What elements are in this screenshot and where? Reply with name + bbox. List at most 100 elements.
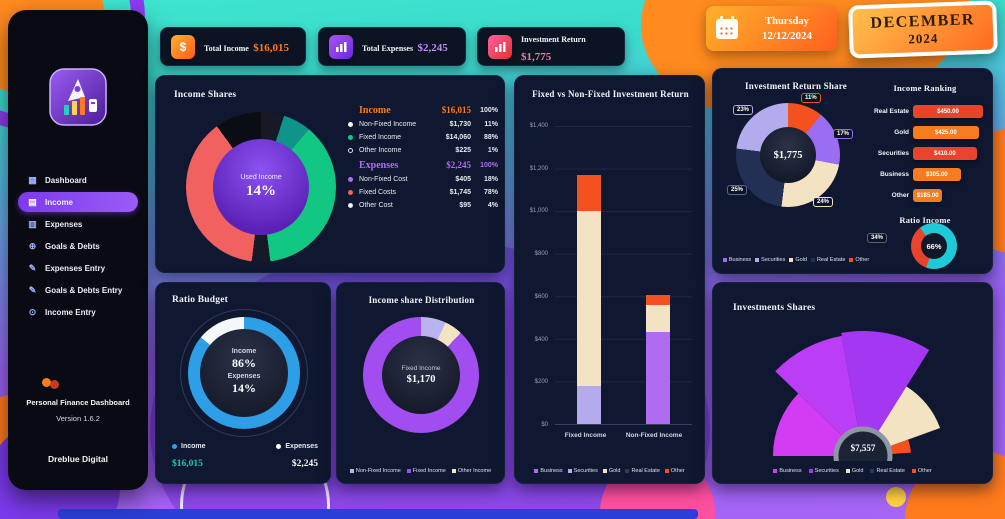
legend-row: Other Cost $95 4% <box>348 199 498 212</box>
sidebar-item-goals-debts-entry[interactable]: ✎ Goals & Debts Entry <box>18 280 138 300</box>
ring-decoration <box>180 309 308 437</box>
donut-center: Fixed Income $1,170 <box>382 336 460 414</box>
sidebar-item-label: Income Entry <box>45 307 96 317</box>
sidebar: ▦ Dashboard ▤ Income ▥ Expenses ⊕ Goals … <box>8 10 148 490</box>
ranking-row: Gold $425.00 <box>863 122 987 143</box>
legend-row: Other Income $225 1% <box>348 144 498 157</box>
ratio-income-donut[interactable]: 66% <box>911 223 957 269</box>
ranking-row: Real Estate $450.00 <box>863 101 987 122</box>
income-distribution-donut[interactable]: Fixed Income $1,170 <box>363 317 479 433</box>
date-label: 12/12/2024 <box>761 29 813 42</box>
sidebar-item-expenses[interactable]: ▥ Expenses <box>18 214 138 234</box>
ranking-row: Other $185.00 <box>863 185 987 206</box>
sidebar-item-income[interactable]: ▤ Income <box>18 192 138 212</box>
income-distribution-panel: Income share Distribution Fixed Income $… <box>336 282 505 484</box>
kpi-title: Investment Return <box>521 34 586 44</box>
investments-shares-panel: Investments Shares $7,557 Business Secur… <box>712 282 993 484</box>
pct-callout: 24% <box>813 197 834 207</box>
investments-rose-chart[interactable] <box>713 311 993 461</box>
dashboard-icon: ▦ <box>28 174 37 185</box>
kpi-value: $1,775 <box>521 50 552 63</box>
donut-center: 66% <box>921 233 947 259</box>
sidebar-item-goals-debts[interactable]: ⊕ Goals & Debts <box>18 236 138 256</box>
ratio-budget-ring[interactable]: Income 86% Expenses 14% <box>188 317 300 429</box>
sidebar-item-label: Expenses Entry <box>45 263 106 273</box>
x-axis-labels: Fixed Income Non-Fixed Income <box>564 432 683 439</box>
investment-bar-panel: Fixed vs Non-Fixed Investment Return $1,… <box>514 75 705 484</box>
panel-title: Income share Distribution <box>368 295 475 305</box>
money-icon: $ <box>171 34 195 59</box>
kpi-title: Total Expenses <box>362 43 414 53</box>
sidebar-item-label: Goals & Debts <box>45 241 100 251</box>
expenses-icon: ▥ <box>28 218 37 229</box>
panel-title: Investment Return Share <box>745 81 847 91</box>
day-card: Thursday 12/12/2024 <box>706 6 837 51</box>
income-entry-icon: ⊙ <box>28 306 37 317</box>
kpi-investment-return: Investment Return $1,775 <box>477 27 625 66</box>
income-distribution-legend: Non-Fixed Income Fixed Income Other Inco… <box>337 468 504 474</box>
sidebar-item-label: Dashboard <box>45 175 87 185</box>
brand-name: Dreblue Digital <box>48 454 108 464</box>
income-ranking: Real Estate $450.00 Gold $425.00 Securit… <box>863 101 987 206</box>
investment-return-share-panel: Investment Return Share $1,775 11% 17% 2… <box>712 68 993 274</box>
sidebar-item-expenses-entry[interactable]: ✎ Expenses Entry <box>18 258 138 278</box>
bar-fixed-income[interactable] <box>577 126 602 424</box>
ranking-row: Securities $410.00 <box>863 143 987 164</box>
kpi-value: $2,245 <box>417 41 448 54</box>
sidebar-item-label: Expenses <box>45 219 83 229</box>
goals-entry-icon: ✎ <box>28 284 37 295</box>
bar-non-fixed-income[interactable] <box>645 126 670 424</box>
sidebar-nav: ▦ Dashboard ▤ Income ▥ Expenses ⊕ Goals … <box>8 168 148 324</box>
app-logo <box>49 68 107 131</box>
donut-center: Used Income 14% <box>213 139 309 235</box>
donut-center: $1,775 <box>760 127 816 183</box>
investment-return-donut[interactable]: $1,775 <box>736 103 840 207</box>
pct-callout: 23% <box>733 105 754 115</box>
panel-title: Ratio Budget <box>172 295 228 305</box>
ratio-budget-panel: Ratio Budget Income 86% Expenses 14% Inc… <box>155 282 331 484</box>
panel-title: Investments Shares <box>733 303 816 313</box>
income-shares-donut[interactable]: Used Income 14% <box>186 112 336 262</box>
kpi-title: Total Income <box>204 43 249 53</box>
yellow-dot-shape <box>886 487 906 507</box>
expenses-entry-icon: ✎ <box>28 262 37 273</box>
panel-title: Fixed vs Non-Fixed Investment Return <box>532 89 689 99</box>
accent-dot <box>42 378 51 387</box>
blue-strip-shape <box>58 509 698 519</box>
month-card: DECEMBER 2024 <box>848 0 998 59</box>
bar-chart-legend: Business Securities Gold Real Estate Oth… <box>515 468 704 474</box>
income-shares-legend: Income $16,015 100% Non-Fixed Income $1,… <box>348 102 498 212</box>
expenses-header-row: Expenses $2,245 100% <box>359 159 498 171</box>
sidebar-item-label: Income <box>45 197 74 207</box>
ratio-income-title: Ratio Income <box>899 215 951 225</box>
ratio-budget-legend: Income Expenses <box>172 443 318 450</box>
app-version: Version 1.6.2 <box>56 414 100 423</box>
sidebar-item-income-entry[interactable]: ⊙ Income Entry <box>18 302 138 322</box>
sidebar-item-dashboard[interactable]: ▦ Dashboard <box>18 170 138 190</box>
calendar-icon <box>716 15 738 39</box>
kpi-total-expenses: Total Expenses $2,245 <box>318 27 466 66</box>
rose-center-value: $7,557 <box>850 443 876 453</box>
weekday-label: Thursday <box>765 15 809 27</box>
legend-row: Fixed Income $14,060 88% <box>348 131 498 144</box>
income-header-row: Income $16,015 100% <box>359 104 498 116</box>
chart-bars-icon <box>329 34 353 59</box>
y-axis-labels: $1,400 $1,200 $1,000 $800 $600 $400 $200… <box>529 123 548 428</box>
accent-dot <box>50 380 59 389</box>
pct-callout: 11% <box>801 93 821 103</box>
kpi-total-income: $ Total Income $16,015 <box>160 27 306 66</box>
income-shares-panel: Income Shares Used Income 14% Income $16… <box>155 75 505 273</box>
ranking-row: Business $305.00 <box>863 164 987 185</box>
ratio-income-badge: 34% <box>867 233 888 243</box>
sidebar-item-label: Goals & Debts Entry <box>45 285 123 295</box>
logo-icon <box>49 68 107 126</box>
ratio-budget-values: $16,015 $2,245 <box>172 459 318 469</box>
kpi-value: $16,015 <box>253 41 290 54</box>
panel-title: Income Shares <box>174 90 237 100</box>
plot-area <box>555 126 692 425</box>
investments-shares-legend: Business Securities Gold Real Estate Oth… <box>713 468 992 474</box>
legend-row: Non-Fixed Income $1,730 11% <box>348 118 498 131</box>
year-label: 2024 <box>908 29 939 47</box>
app-name: Personal Finance Dashboard <box>26 398 130 407</box>
